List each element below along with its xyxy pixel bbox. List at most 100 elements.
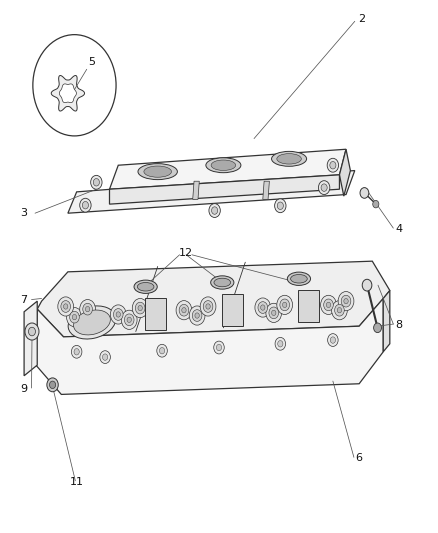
Text: 2: 2	[358, 14, 365, 23]
Circle shape	[212, 207, 218, 214]
Ellipse shape	[138, 164, 177, 180]
Circle shape	[328, 334, 338, 346]
Circle shape	[28, 327, 35, 336]
Polygon shape	[68, 171, 355, 213]
Circle shape	[318, 181, 330, 195]
Circle shape	[71, 345, 82, 358]
Ellipse shape	[134, 280, 157, 293]
Ellipse shape	[214, 278, 231, 287]
Polygon shape	[60, 84, 76, 103]
Polygon shape	[37, 261, 390, 337]
Circle shape	[47, 378, 58, 392]
Circle shape	[113, 309, 123, 320]
Ellipse shape	[206, 158, 241, 173]
Text: 7: 7	[21, 295, 28, 304]
Circle shape	[100, 351, 110, 364]
Ellipse shape	[277, 154, 301, 164]
Text: 5: 5	[88, 56, 95, 67]
Circle shape	[321, 295, 336, 314]
Circle shape	[82, 201, 88, 209]
Circle shape	[179, 304, 189, 316]
Circle shape	[255, 298, 271, 317]
Circle shape	[80, 198, 91, 212]
Circle shape	[327, 158, 339, 172]
Circle shape	[330, 161, 336, 169]
Circle shape	[362, 279, 372, 291]
Circle shape	[214, 341, 224, 354]
Text: 9: 9	[21, 384, 28, 394]
Circle shape	[341, 295, 351, 307]
Circle shape	[266, 303, 282, 322]
Circle shape	[283, 302, 287, 308]
Ellipse shape	[68, 306, 116, 339]
Circle shape	[280, 299, 290, 311]
Text: 8: 8	[395, 320, 402, 330]
Circle shape	[138, 305, 142, 311]
Circle shape	[58, 297, 74, 316]
Ellipse shape	[291, 274, 307, 283]
Circle shape	[135, 302, 145, 314]
Circle shape	[324, 299, 333, 311]
Circle shape	[110, 305, 126, 324]
Polygon shape	[145, 298, 166, 330]
Circle shape	[209, 204, 220, 217]
Circle shape	[91, 175, 102, 189]
Circle shape	[275, 199, 286, 213]
Circle shape	[338, 292, 354, 311]
Circle shape	[206, 304, 210, 309]
Ellipse shape	[211, 160, 236, 171]
Circle shape	[258, 302, 268, 313]
Ellipse shape	[74, 310, 110, 335]
Circle shape	[93, 179, 99, 186]
Circle shape	[275, 337, 286, 350]
Polygon shape	[298, 290, 319, 322]
Circle shape	[195, 313, 199, 318]
Circle shape	[102, 354, 108, 360]
Polygon shape	[193, 181, 199, 199]
Circle shape	[203, 301, 213, 312]
Circle shape	[321, 184, 327, 191]
Circle shape	[124, 314, 134, 326]
Ellipse shape	[287, 272, 311, 286]
Circle shape	[330, 337, 336, 343]
Circle shape	[189, 306, 205, 325]
Circle shape	[216, 344, 222, 351]
Circle shape	[83, 303, 92, 315]
Polygon shape	[36, 298, 383, 394]
Circle shape	[85, 306, 90, 312]
Ellipse shape	[272, 151, 307, 166]
Circle shape	[269, 307, 279, 319]
Circle shape	[261, 305, 265, 310]
Circle shape	[159, 348, 165, 354]
Circle shape	[25, 323, 39, 340]
Circle shape	[80, 300, 95, 319]
Circle shape	[67, 308, 82, 327]
Circle shape	[116, 312, 120, 317]
Circle shape	[127, 317, 131, 322]
Polygon shape	[110, 149, 346, 189]
Circle shape	[278, 341, 283, 347]
Circle shape	[157, 344, 167, 357]
Circle shape	[121, 310, 137, 329]
Text: 12: 12	[179, 248, 193, 258]
Circle shape	[272, 310, 276, 316]
Circle shape	[277, 202, 283, 209]
Circle shape	[344, 298, 348, 304]
Polygon shape	[110, 175, 339, 204]
Polygon shape	[263, 181, 269, 199]
Ellipse shape	[144, 166, 172, 177]
Circle shape	[182, 308, 186, 313]
Circle shape	[74, 349, 79, 355]
Text: 6: 6	[356, 454, 363, 463]
Circle shape	[337, 308, 342, 313]
Ellipse shape	[137, 282, 154, 291]
Circle shape	[332, 301, 347, 320]
Circle shape	[72, 314, 77, 320]
Circle shape	[176, 301, 192, 320]
Text: 11: 11	[70, 478, 84, 487]
Text: 3: 3	[21, 208, 28, 218]
Polygon shape	[51, 76, 85, 111]
Circle shape	[49, 381, 56, 389]
Circle shape	[192, 310, 202, 321]
Polygon shape	[222, 294, 243, 326]
